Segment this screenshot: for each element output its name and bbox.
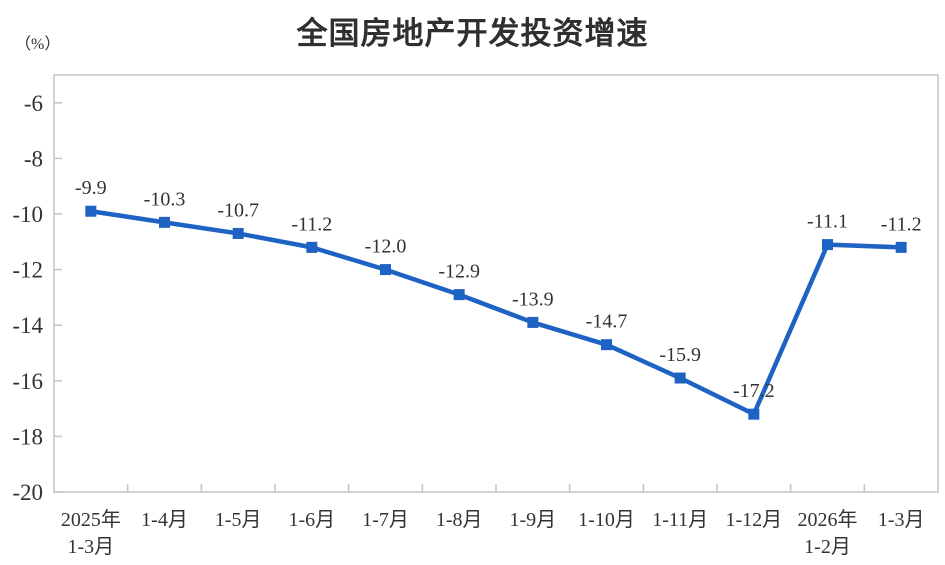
x-axis-tick-label: 1-11月 [652,509,708,531]
y-axis-unit-label: （%） [15,36,61,53]
data-point-label: -17.2 [733,380,775,402]
data-point-marker [748,408,760,420]
x-axis-tick-label: 1-8月 [436,509,483,531]
data-point-label: -15.9 [659,344,701,366]
y-axis-tick-label: -6 [24,91,43,116]
y-axis-tick-label: -12 [12,258,43,283]
data-point-marker [453,289,465,301]
x-axis-tick-label: 1-9月 [509,509,556,531]
y-axis-tick-label: -10 [12,202,43,227]
data-point-label: -11.1 [807,211,848,233]
data-point-label: -12.9 [438,261,480,283]
data-point-label: -9.9 [75,177,107,199]
data-point-marker [159,216,170,228]
x-axis-tick-label: 1-6月 [288,509,335,531]
x-axis-tick-label: 1-7月 [362,509,409,531]
y-axis-tick-label: -18 [12,424,43,449]
x-axis-tick-label: 2026年 1-2月 [798,508,858,558]
y-axis-tick-label: -8 [24,146,43,171]
x-axis-tick-label: 1-10月 [578,509,635,531]
y-axis-tick-label: -14 [12,313,43,338]
x-axis-tick-label: 2025年 1-3月 [61,508,121,558]
data-point-marker [380,264,391,276]
chart-title: 全国房地产开发投资增速 [296,16,649,51]
data-point-marker [527,316,539,328]
data-point-label: -12.0 [365,236,407,258]
y-axis-tick-label: -16 [12,369,43,394]
data-point-marker [601,339,612,351]
data-point-marker [822,239,833,251]
y-axis-tick-label: -20 [12,480,43,505]
data-point-label: -13.9 [512,288,554,310]
data-point-marker [674,372,686,384]
x-axis-tick-label: 1-4月 [141,509,188,531]
x-axis-tick-label: 1-12月 [725,509,782,531]
data-point-label: -11.2 [291,213,332,235]
data-point-label: -10.3 [144,188,186,210]
x-axis-tick-label: 1-3月 [878,509,925,531]
data-point-label: -14.7 [586,311,628,333]
data-series-line [88,208,904,417]
data-point-label: -10.7 [217,199,259,221]
data-point-label: -11.2 [881,213,922,235]
data-point-marker [85,205,97,217]
plot-frame [53,74,939,493]
data-point-marker [232,227,244,239]
data-point-marker [306,241,318,253]
x-axis-tick-label: 1-5月 [215,509,262,531]
data-point-marker [895,241,907,253]
